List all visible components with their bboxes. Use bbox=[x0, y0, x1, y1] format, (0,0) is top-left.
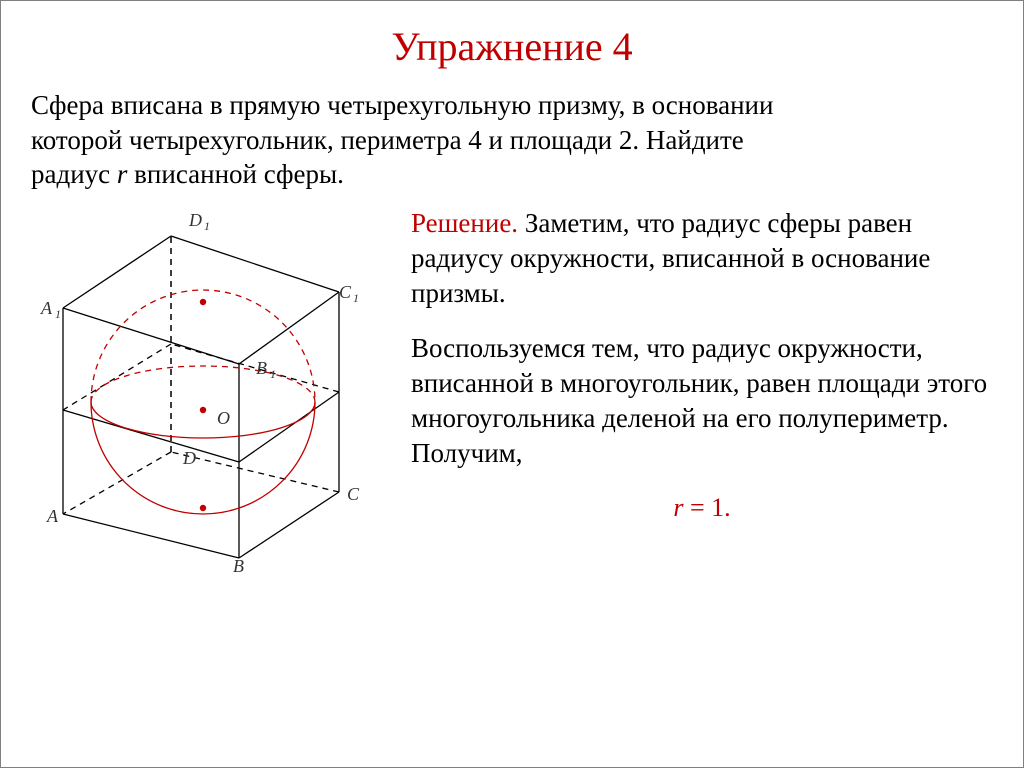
diagram: ABCDA1B1C1D1O bbox=[31, 206, 391, 591]
answer-var: r bbox=[673, 493, 683, 522]
solution-p2: Воспользуемся тем, что радиус окружности… bbox=[411, 331, 993, 471]
page: Упражнение 4 Сфера вписана в прямую четы… bbox=[0, 0, 1024, 768]
svg-text:C: C bbox=[339, 282, 352, 302]
solution-p1: Решение. Заметим, что радиус сферы равен… bbox=[411, 206, 993, 311]
problem-line1: Сфера вписана в прямую четырехугольную п… bbox=[31, 90, 773, 120]
svg-text:1: 1 bbox=[55, 307, 61, 321]
problem-line2: которой четырехугольник, периметра 4 и п… bbox=[31, 125, 744, 155]
svg-text:1: 1 bbox=[204, 219, 210, 233]
page-title: Упражнение 4 bbox=[31, 23, 993, 70]
svg-text:A: A bbox=[40, 298, 53, 318]
svg-text:B: B bbox=[256, 358, 267, 378]
solution-head: Решение. bbox=[411, 208, 518, 238]
problem-var-r: r bbox=[117, 159, 128, 189]
svg-text:1: 1 bbox=[353, 291, 359, 305]
svg-text:D: D bbox=[182, 448, 196, 468]
svg-text:1: 1 bbox=[270, 367, 276, 381]
answer-eq: = bbox=[683, 493, 711, 522]
svg-text:A: A bbox=[46, 506, 59, 526]
svg-text:O: O bbox=[217, 408, 230, 428]
solution: Решение. Заметим, что радиус сферы равен… bbox=[411, 206, 993, 525]
content-row: ABCDA1B1C1D1O Решение. Заметим, что ради… bbox=[31, 206, 993, 591]
problem-line3-post: вписанной сферы. bbox=[127, 159, 343, 189]
problem-statement: Сфера вписана в прямую четырехугольную п… bbox=[31, 88, 993, 192]
svg-text:B: B bbox=[233, 556, 244, 576]
svg-text:D: D bbox=[188, 210, 202, 230]
svg-text:C: C bbox=[347, 484, 360, 504]
answer-val: 1. bbox=[711, 493, 731, 522]
problem-line3-pre: радиус bbox=[31, 159, 117, 189]
answer: r = 1. bbox=[411, 491, 993, 525]
prism-sphere-svg: ABCDA1B1C1D1O bbox=[31, 206, 391, 586]
